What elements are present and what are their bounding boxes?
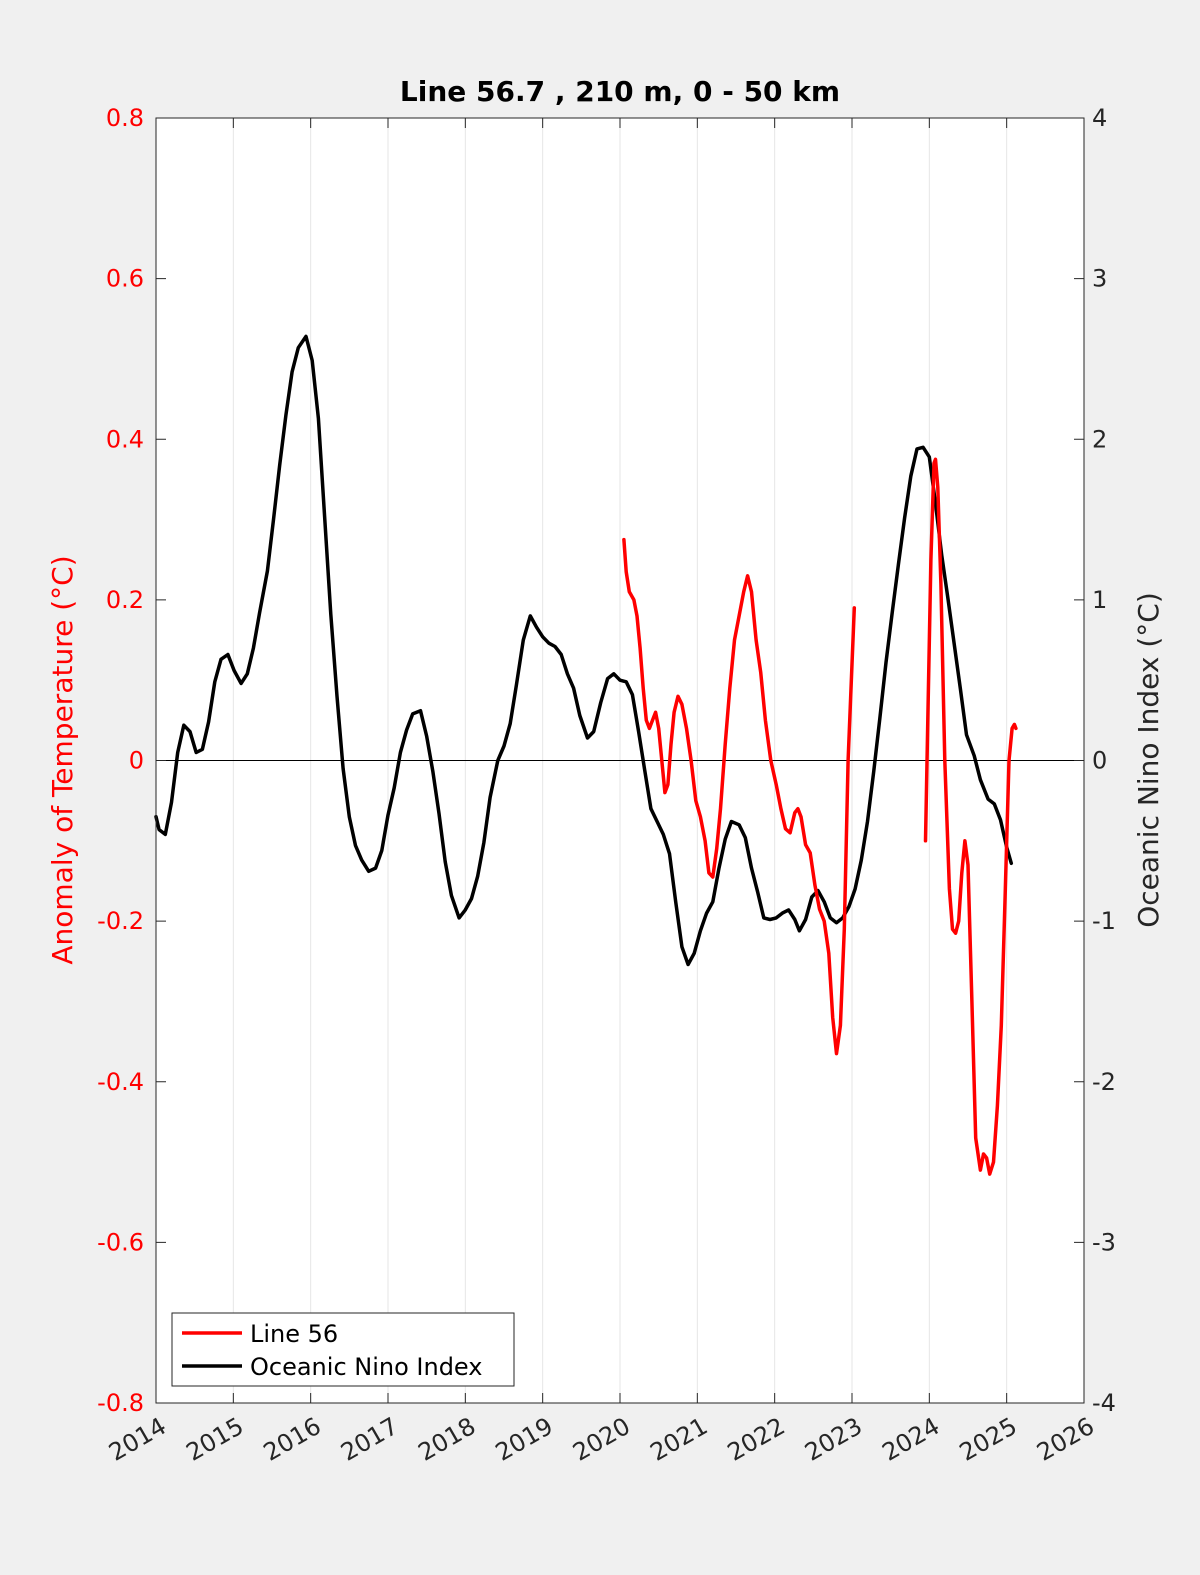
legend-label-oni: Oceanic Nino Index: [250, 1353, 482, 1381]
y-tick-label-left: -0.8: [97, 1389, 144, 1417]
y-tick-label-right: 2: [1092, 425, 1107, 453]
legend-label-line-56: Line 56: [250, 1320, 338, 1348]
y-tick-label-left: 0: [129, 747, 144, 775]
y-tick-label-left: 0.2: [106, 586, 144, 614]
tick-labels-layer: 2014 2015 2016 2017 2018 2019 2020 2021 2022 2023…: [97, 104, 1116, 1467]
series-layer: [154, 334, 1018, 1176]
y-axis-label-left: Anomaly of Temperature (°C): [46, 555, 79, 964]
y-tick-label-right: 4: [1092, 104, 1107, 132]
series-line-oceanic-nino-index: [154, 334, 1014, 967]
y-tick-label-right: -4: [1092, 1389, 1116, 1417]
legend-box: [171, 1312, 515, 1387]
y-tick-label-right: -3: [1092, 1228, 1116, 1256]
y-tick-label-left: -0.2: [97, 907, 144, 935]
series-line-line-56-segment-1: [622, 537, 857, 1056]
y-tick-label-right: -1: [1092, 907, 1116, 935]
y-tick-label-right: 3: [1092, 265, 1107, 293]
chart-title: Line 56.7 , 210 m, 0 - 50 km: [400, 75, 840, 108]
y-tick-label-right: 0: [1092, 747, 1107, 775]
legend: Line 56 Oceanic Nino Index: [171, 1312, 515, 1387]
y-tick-label-left: -0.4: [97, 1068, 144, 1096]
y-tick-label-left: 0.6: [106, 265, 144, 293]
ticks-layer: [155, 117, 1085, 1404]
y-axis-label-right: Oceanic Nino Index (°C): [1132, 592, 1165, 928]
y-tick-label-left: 0.4: [106, 425, 144, 453]
y-tick-label-left: 0.8: [106, 104, 144, 132]
y-tick-label-right: -2: [1092, 1068, 1116, 1096]
y-tick-label-right: 1: [1092, 586, 1107, 614]
y-tick-label-left: -0.6: [97, 1228, 144, 1256]
series-line-line-56-segment-2: [923, 457, 1018, 1176]
